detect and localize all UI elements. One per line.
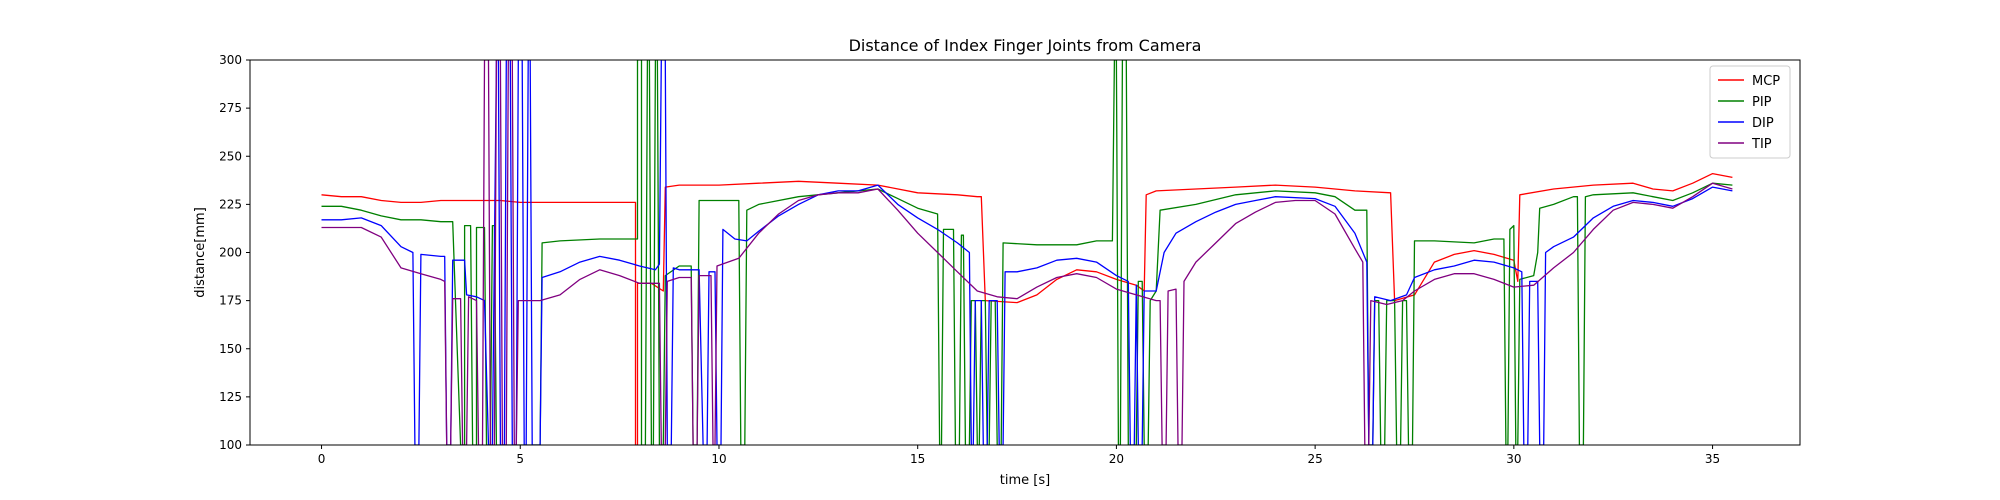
y-tick-label: 125	[219, 390, 242, 404]
series-line-pip	[321, 60, 1733, 445]
y-tick-label: 300	[219, 53, 242, 67]
series-line-mcp	[321, 172, 1733, 445]
y-axis: 100 125 150 175 200 225 250 275 300	[219, 53, 250, 452]
x-tick-label: 15	[910, 452, 925, 466]
y-tick-label: 225	[219, 197, 242, 211]
legend-label-tip: TIP	[1751, 137, 1772, 152]
y-tick-label: 175	[219, 294, 242, 308]
legend-label-mcp: MCP	[1752, 74, 1780, 89]
x-tick-label: 20	[1109, 452, 1124, 466]
x-tick-label: 5	[516, 452, 524, 466]
y-tick-label: 275	[219, 101, 242, 115]
y-tick-label: 100	[219, 438, 242, 452]
y-tick-label: 250	[219, 149, 242, 163]
x-tick-label: 25	[1307, 452, 1322, 466]
x-axis: 0 5 10 15 20 25 30 35	[318, 445, 1720, 466]
y-tick-label: 200	[219, 246, 242, 260]
legend-box	[1709, 65, 1791, 159]
series-layer	[321, 60, 1733, 445]
x-axis-label: time [s]	[1000, 473, 1050, 488]
x-tick-label: 30	[1506, 452, 1521, 466]
chart-title: Distance of Index Finger Joints from Cam…	[849, 36, 1202, 55]
x-tick-label: 35	[1705, 452, 1720, 466]
legend-label-dip: DIP	[1752, 116, 1774, 131]
x-tick-label: 10	[711, 452, 726, 466]
y-axis-label: distance[mm]	[193, 207, 208, 298]
legend: MCP PIP DIP TIP	[1709, 65, 1791, 159]
y-tick-label: 150	[219, 342, 242, 356]
series-line-tip	[321, 60, 1733, 445]
legend-label-pip: PIP	[1752, 95, 1772, 110]
series-line-dip	[321, 60, 1733, 445]
x-tick-label: 0	[318, 452, 326, 466]
